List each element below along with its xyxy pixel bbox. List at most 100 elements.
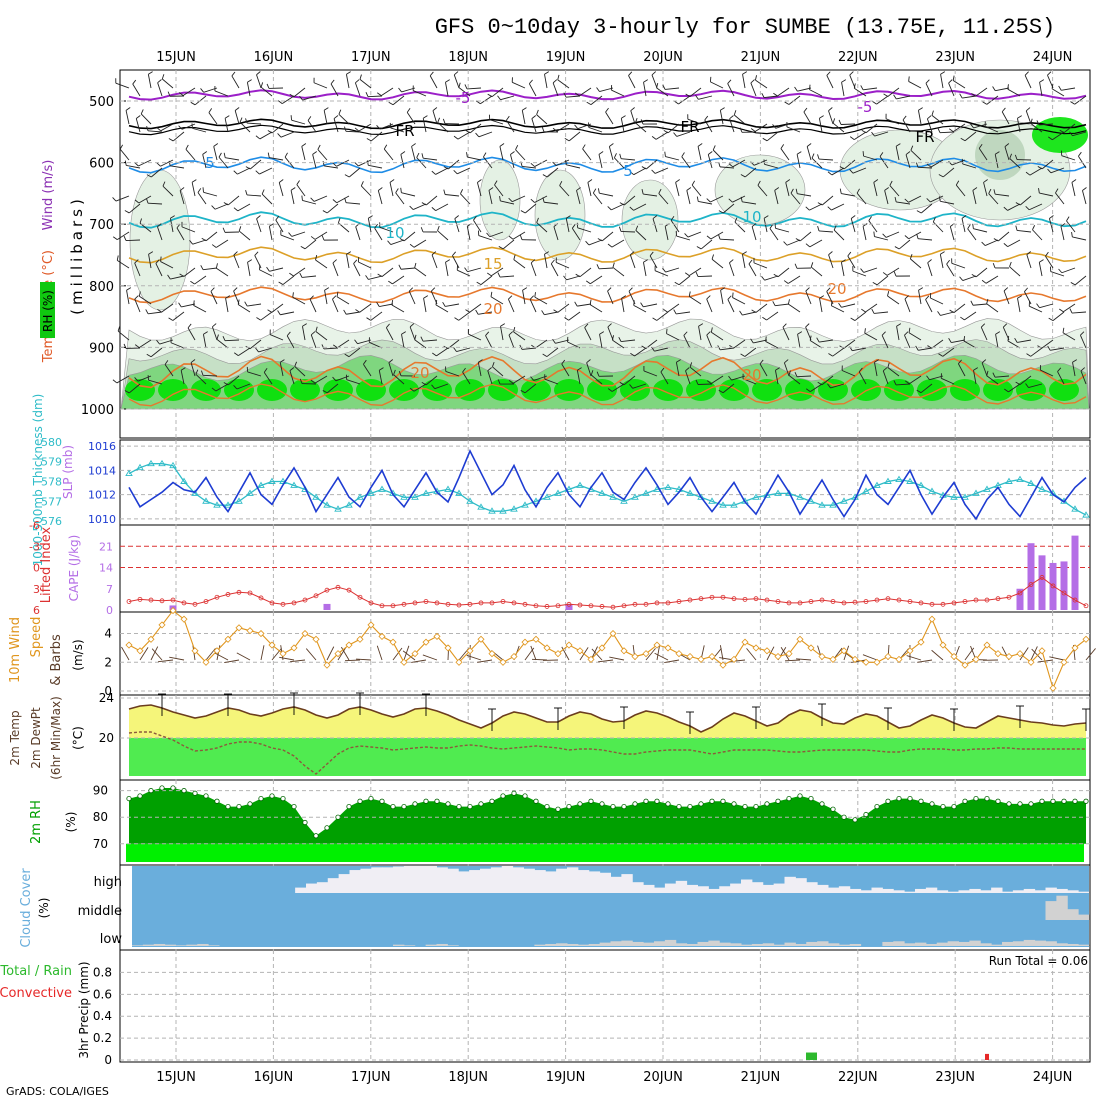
wind-barb	[403, 231, 416, 242]
wind-barb	[1017, 118, 1021, 133]
wind10-point	[994, 650, 1002, 658]
li-point	[654, 600, 660, 606]
wind-barb	[782, 327, 790, 341]
wind-barb-flag	[178, 125, 183, 130]
cloud-high-cell	[882, 888, 894, 893]
thickness-point	[609, 493, 617, 500]
wind10-point	[763, 647, 771, 655]
date-label-bottom: 15JUN	[156, 1070, 196, 1085]
wind-barb	[358, 123, 372, 132]
wind-barb	[918, 238, 933, 241]
wind10-point	[1049, 684, 1057, 692]
cloud-low-cell	[686, 943, 698, 946]
wind-barb	[920, 203, 933, 214]
wind10-point	[466, 647, 474, 655]
cloud-high-cell	[382, 867, 394, 893]
wind-barb-flag	[641, 189, 644, 195]
wind-barb	[480, 275, 493, 286]
wind-barb-flag	[882, 367, 888, 372]
rh-point	[269, 793, 275, 799]
wind-barb	[774, 370, 779, 385]
wind10-point	[367, 621, 375, 629]
wind-barb	[654, 167, 669, 174]
wind-barb-flag	[762, 137, 768, 142]
wind-barb-flag	[245, 118, 248, 124]
wind-barb-flag	[363, 359, 367, 365]
wind-barb-flag	[826, 287, 831, 292]
wind10-barb	[340, 646, 350, 661]
wind10-point	[488, 650, 496, 658]
wind-barb	[586, 362, 592, 377]
wind-barb-flag	[414, 262, 417, 268]
wind-barb-flag	[611, 335, 615, 341]
wind-barb	[445, 194, 460, 197]
thickness-point	[686, 489, 694, 496]
thickness-point	[543, 493, 551, 500]
wind-barb	[995, 334, 999, 349]
wind-barb	[975, 87, 988, 97]
wind-barb	[214, 203, 229, 210]
wind-barb	[940, 311, 955, 316]
cloud-mid-cell	[1056, 895, 1068, 920]
wind-barb	[346, 202, 361, 205]
wind-barb	[568, 311, 581, 321]
li-point	[929, 601, 935, 607]
wind10-barb	[422, 654, 438, 661]
wind-barb-flag	[871, 308, 875, 314]
wind-barb-flag	[926, 198, 931, 203]
thickness-point	[268, 477, 276, 484]
wind-barb	[1029, 203, 1043, 211]
wind-barb	[489, 231, 504, 238]
wind-barb	[557, 79, 570, 89]
rh-point	[742, 803, 748, 810]
wind-barb	[134, 298, 141, 313]
precip-tick-label: 0.8	[93, 965, 112, 979]
wind10-barb	[656, 645, 661, 661]
wind-barb	[401, 192, 416, 197]
wind-barb-flag	[879, 152, 884, 157]
rh-point	[159, 785, 165, 791]
wind-barb-flag	[409, 205, 414, 210]
wind-barb	[457, 167, 471, 175]
wind-barb-flag	[134, 162, 139, 167]
wind-barb-flag	[790, 188, 794, 194]
wind-barb	[179, 190, 185, 205]
wind-barb	[453, 74, 460, 89]
wind-barb-flag	[157, 223, 162, 228]
wind-barb	[500, 275, 515, 278]
wind-barb-flag	[338, 109, 342, 115]
wind-barb	[1041, 339, 1054, 349]
wind-barb	[1050, 167, 1065, 174]
wind-barb	[379, 226, 394, 233]
wind-barb	[512, 231, 526, 240]
wind-barb	[225, 298, 229, 313]
wind-barb-flag	[315, 255, 318, 261]
wind-barb-flag	[550, 259, 555, 265]
cloud-high-cell	[1056, 888, 1068, 893]
wind-barb	[155, 263, 163, 277]
thickness-point	[906, 477, 914, 484]
thickness-point	[763, 491, 771, 498]
rh-point	[181, 788, 187, 794]
wind-barb-flag	[557, 74, 560, 80]
wind-barb-flag	[932, 217, 936, 223]
panel-frame	[119, 611, 1091, 696]
cloud-high-cell	[860, 890, 872, 893]
thickness-point	[257, 481, 265, 488]
wind-barb	[429, 75, 438, 89]
wind-barb-flag	[584, 323, 589, 328]
wind-barb	[649, 255, 658, 269]
wind-barb-flag	[193, 300, 195, 306]
thickness-point	[840, 497, 848, 504]
wind-barb-flag	[887, 291, 890, 297]
rh-point	[434, 798, 440, 804]
wind10-point	[1060, 658, 1068, 666]
wind-barb	[957, 363, 966, 377]
li-point	[1050, 583, 1056, 589]
wind-barb	[908, 81, 922, 89]
wind-barb	[667, 123, 680, 134]
wind10-barb	[598, 659, 614, 663]
wind-barb-flag	[322, 390, 328, 394]
wind-barb	[310, 334, 317, 349]
wind10-point	[158, 621, 166, 629]
